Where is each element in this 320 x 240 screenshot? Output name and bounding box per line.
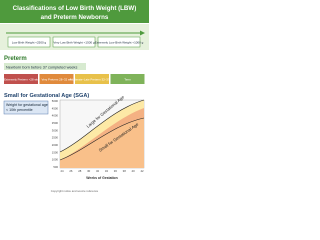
y-tick-label: 2500 bbox=[52, 136, 59, 140]
definition-box bbox=[3, 100, 49, 115]
x-tick-label: 34 bbox=[105, 169, 109, 173]
lbw-label: Low Birth Weight <2500 g bbox=[12, 41, 47, 45]
ticks: 5000450040003500300025002000150010005002… bbox=[52, 99, 144, 173]
stage-label: Moderate–Late Preterm 32–37 wk bbox=[70, 78, 114, 82]
stage-label: Extremely Preterm <28 wk bbox=[4, 78, 39, 82]
x-axis-label: Weeks of Gestation bbox=[86, 176, 117, 180]
footer: Copyright notice and source reference bbox=[51, 189, 99, 193]
definition: Newborn born before 37 completed weeks bbox=[6, 65, 77, 69]
page: Classifications of Low Birth Weight (LBW… bbox=[0, 0, 149, 198]
stage-label: Very Preterm 28–32 wk bbox=[41, 78, 72, 82]
y-tick-label: 3000 bbox=[52, 128, 59, 132]
arrow bbox=[140, 30, 145, 36]
y-tick-label: 3500 bbox=[52, 121, 59, 125]
y-tick-label: 4000 bbox=[52, 114, 59, 118]
growth-chart: Large for Gestational Age Small for Gest… bbox=[52, 94, 145, 180]
x-tick-label: 38 bbox=[123, 169, 127, 173]
x-tick-label: 30 bbox=[87, 169, 91, 173]
title: Classifications of Low Birth Weight (LBW… bbox=[13, 5, 137, 12]
header-bar bbox=[0, 0, 149, 23]
lbw-box bbox=[97, 36, 141, 48]
section-heading: Preterm bbox=[4, 56, 27, 62]
x-tick-label: 24 bbox=[60, 169, 64, 173]
x-tick-label: 32 bbox=[96, 169, 100, 173]
definition-box bbox=[4, 63, 86, 70]
lbw-label: Very Low Birth Weight <1500 g bbox=[53, 41, 95, 45]
percentile-10 bbox=[59, 117, 145, 161]
stage-box bbox=[4, 74, 38, 84]
y-tick-label: 1000 bbox=[52, 158, 59, 162]
y-tick-label: 5000 bbox=[52, 99, 59, 103]
y-tick-label: 1500 bbox=[52, 150, 59, 154]
stage-box bbox=[39, 74, 74, 84]
band-normal bbox=[60, 100, 144, 160]
x-tick-label: 36 bbox=[114, 169, 118, 173]
definition: < 10th percentile bbox=[6, 108, 33, 112]
lbw-label: Extremely Low Birth Weight <1000 g bbox=[95, 41, 144, 45]
lbw-boxes: Low Birth Weight <2500 g Very Low Birth W… bbox=[7, 36, 144, 48]
infographic: Classifications of Low Birth Weight (LBW… bbox=[0, 0, 149, 193]
x-tick-label: 26 bbox=[69, 169, 73, 173]
stage-box bbox=[75, 74, 109, 84]
stage-label: Term bbox=[124, 78, 131, 82]
y-tick-label: 500 bbox=[53, 165, 58, 169]
stage-box bbox=[110, 74, 145, 84]
stages: Extremely Preterm <28 wk Very Preterm 28–… bbox=[4, 74, 145, 84]
x-tick-label: 42 bbox=[140, 169, 144, 173]
lbw-box bbox=[7, 36, 51, 48]
y-tick-label: 2000 bbox=[52, 143, 59, 147]
x-tick-label: 40 bbox=[132, 169, 136, 173]
section-heading: Small for Gestational Age (SGA) bbox=[4, 93, 89, 99]
lbw-box bbox=[52, 36, 96, 48]
definition: Weight for gestational age bbox=[6, 103, 48, 107]
x-tick-label: 28 bbox=[78, 169, 82, 173]
band-lower bbox=[60, 118, 144, 168]
y-tick-label: 4500 bbox=[52, 106, 59, 110]
title: and Preterm Newborns bbox=[41, 14, 109, 21]
percentile-90 bbox=[59, 99, 145, 153]
